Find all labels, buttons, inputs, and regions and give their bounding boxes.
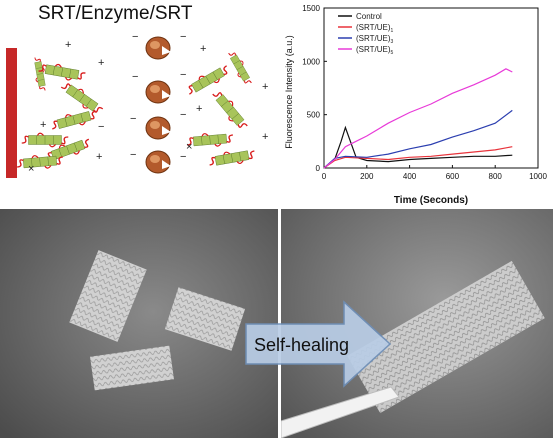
schematic-title: SRT/Enzyme/SRT: [38, 3, 193, 24]
svg-text:+: +: [98, 57, 104, 69]
arrow-label: Self-healing: [254, 335, 349, 355]
series-line-2: [323, 109, 513, 169]
svg-text:+: +: [96, 151, 102, 163]
y-tick-label: 1500: [302, 4, 320, 13]
fiber-cluster-left: [15, 55, 106, 172]
svg-text:×: ×: [186, 141, 192, 153]
svg-text:+: +: [262, 131, 268, 143]
tweezers: [281, 386, 400, 438]
enzyme-column: [145, 36, 172, 174]
svg-text:−: −: [130, 149, 136, 161]
y-tick-label: 1000: [302, 57, 320, 66]
chart-series: [323, 68, 513, 169]
fabric-piece-2: [164, 287, 246, 351]
legend-label-s3: (SRT/UE)3: [356, 34, 394, 45]
fabric-piece-3: [90, 345, 174, 391]
y-tick-label: 0: [316, 164, 321, 173]
svg-text:+: +: [196, 103, 202, 115]
series-line-3: [323, 68, 513, 169]
svg-text:+: +: [65, 39, 71, 51]
y-axis-label: Fluorescence Intensity (a.u.): [284, 35, 294, 149]
healed-fabric-strip: [347, 260, 545, 414]
chart-axes: [323, 7, 539, 169]
photo-fragments-image: [0, 209, 278, 438]
photo-healed: [281, 209, 553, 438]
chart-legend: Control (SRT/UE)1 (SRT/UE)3 (SRT/UE)5: [338, 12, 394, 56]
x-tick-label: 400: [403, 172, 417, 181]
series-line-1: [323, 146, 513, 169]
schematic-panel: SRT/Enzyme/SRT: [0, 0, 275, 208]
x-tick-label: 200: [360, 172, 374, 181]
series-line-0: [323, 125, 513, 169]
x-tick-label: 1000: [529, 172, 547, 181]
svg-text:−: −: [180, 151, 186, 163]
substrate-bar: [6, 48, 17, 178]
photo-fragments: [0, 209, 278, 438]
svg-text:+: +: [40, 119, 46, 131]
arrow-shape: [245, 300, 392, 388]
svg-text:+: +: [200, 43, 206, 55]
legend-label-control: Control: [356, 12, 382, 21]
chart-ticks: 0 200 400 600 800 1000 0 500 1000 1500: [302, 4, 547, 181]
photo-healed-image: [281, 209, 553, 438]
svg-text:+: +: [262, 81, 268, 93]
svg-text:−: −: [132, 31, 138, 43]
charge-signs: +++ ×+− − −− −− − − −+ +++ ×: [28, 31, 268, 175]
fabric-piece-1: [69, 250, 147, 342]
x-tick-label: 0: [322, 172, 327, 181]
svg-text:−: −: [180, 31, 186, 43]
fluorescence-chart: 0 200 400 600 800 1000 0 500 1000 1500 Control (S…: [276, 0, 553, 208]
legend-label-s5: (SRT/UE)5: [356, 45, 394, 56]
x-axis-label: Time (Seconds): [394, 195, 468, 206]
y-tick-label: 500: [307, 111, 321, 120]
schematic-drawing: +++ ×+− − −− −− − − −+ +++ ×: [6, 31, 268, 178]
chart-svg: 0 200 400 600 800 1000 0 500 1000 1500 Control (S…: [284, 4, 547, 206]
x-tick-label: 600: [446, 172, 460, 181]
svg-text:−: −: [180, 109, 186, 121]
legend-label-s1: (SRT/UE)1: [356, 23, 394, 34]
svg-text:−: −: [130, 113, 136, 125]
svg-text:−: −: [98, 121, 104, 133]
svg-text:−: −: [132, 71, 138, 83]
self-healing-arrow: Self-healing: [245, 300, 392, 388]
svg-text:−: −: [180, 69, 186, 81]
plot-frame: [323, 7, 539, 169]
svg-text:×: ×: [28, 163, 34, 175]
x-tick-label: 800: [489, 172, 503, 181]
